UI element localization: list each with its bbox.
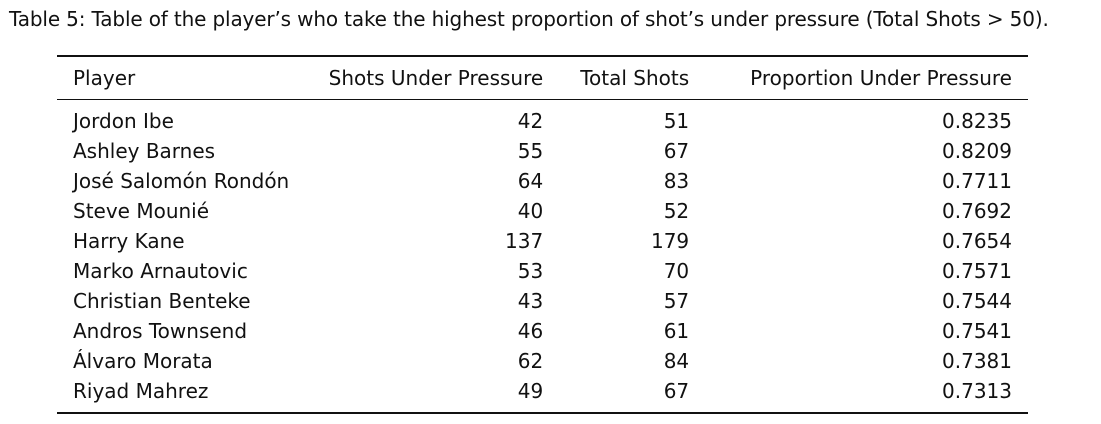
table-row: Jordon Ibe 42 51 0.8235 xyxy=(57,100,1028,137)
proportion-cell: 0.7571 xyxy=(942,259,1012,283)
proportion-cell: 0.8209 xyxy=(942,139,1012,163)
player-name-cell: José Salomón Rondón xyxy=(73,169,290,193)
pressure-shots-table: Player Shots Under Pressure Total Shots … xyxy=(57,55,1028,414)
table-row: José Salomón Rondón 64 83 0.7711 xyxy=(57,166,1028,196)
player-name-cell: Harry Kane xyxy=(73,229,185,253)
column-header-player: Player xyxy=(73,66,136,90)
table-row: Álvaro Morata 62 84 0.7381 xyxy=(57,346,1028,376)
player-name-cell: Andros Townsend xyxy=(73,319,248,343)
proportion-cell: 0.7313 xyxy=(942,379,1012,403)
player-name-cell: Álvaro Morata xyxy=(73,349,213,373)
table-row: Riyad Mahrez 49 67 0.7313 xyxy=(57,376,1028,413)
player-name-cell: Marko Arnautovic xyxy=(73,259,248,283)
table-row: Christian Benteke 43 57 0.7544 xyxy=(57,286,1028,316)
total-shots-cell: 52 xyxy=(663,199,690,223)
shots-under-pressure-cell: 64 xyxy=(517,169,544,193)
table-row: Marko Arnautovic 53 70 0.7571 xyxy=(57,256,1028,286)
total-shots-cell: 51 xyxy=(663,109,690,133)
total-shots-cell: 70 xyxy=(663,259,690,283)
pressure-shots-table-container: Player Shots Under Pressure Total Shots … xyxy=(57,55,1028,414)
total-shots-cell: 61 xyxy=(663,319,690,343)
player-name-cell: Steve Mounié xyxy=(73,199,210,223)
total-shots-cell: 67 xyxy=(663,139,690,163)
proportion-cell: 0.8235 xyxy=(942,109,1012,133)
proportion-cell: 0.7692 xyxy=(942,199,1012,223)
shots-under-pressure-cell: 53 xyxy=(517,259,544,283)
table-row: Harry Kane 137 179 0.7654 xyxy=(57,226,1028,256)
column-header-proportion-under-pressure: Proportion Under Pressure xyxy=(750,66,1012,90)
table-row: Andros Townsend 46 61 0.7541 xyxy=(57,316,1028,346)
shots-under-pressure-cell: 55 xyxy=(517,139,544,163)
shots-under-pressure-cell: 42 xyxy=(517,109,544,133)
player-name-cell: Ashley Barnes xyxy=(73,139,216,163)
total-shots-cell: 83 xyxy=(663,169,690,193)
shots-under-pressure-cell: 46 xyxy=(517,319,544,343)
proportion-cell: 0.7381 xyxy=(942,349,1012,373)
player-name-cell: Riyad Mahrez xyxy=(73,379,209,403)
proportion-cell: 0.7711 xyxy=(942,169,1012,193)
proportion-cell: 0.7654 xyxy=(942,229,1012,253)
shots-under-pressure-cell: 40 xyxy=(517,199,544,223)
shots-under-pressure-cell: 62 xyxy=(517,349,544,373)
total-shots-cell: 179 xyxy=(650,229,690,253)
proportion-cell: 0.7544 xyxy=(942,289,1012,313)
shots-under-pressure-cell: 49 xyxy=(517,379,544,403)
table-row: Ashley Barnes 55 67 0.8209 xyxy=(57,136,1028,166)
table-header-row: Player Shots Under Pressure Total Shots … xyxy=(57,56,1028,100)
column-header-shots-under-pressure: Shots Under Pressure xyxy=(328,66,544,90)
shots-under-pressure-cell: 137 xyxy=(505,229,544,253)
player-name-cell: Jordon Ibe xyxy=(73,109,174,133)
column-header-total-shots: Total Shots xyxy=(580,66,690,90)
total-shots-cell: 67 xyxy=(663,379,690,403)
total-shots-cell: 57 xyxy=(663,289,690,313)
table-row: Steve Mounié 40 52 0.7692 xyxy=(57,196,1028,226)
player-name-cell: Christian Benteke xyxy=(73,289,251,313)
table-caption: Table 5: Table of the player’s who take … xyxy=(9,7,1049,31)
total-shots-cell: 84 xyxy=(663,349,690,373)
shots-under-pressure-cell: 43 xyxy=(517,289,544,313)
proportion-cell: 0.7541 xyxy=(942,319,1012,343)
